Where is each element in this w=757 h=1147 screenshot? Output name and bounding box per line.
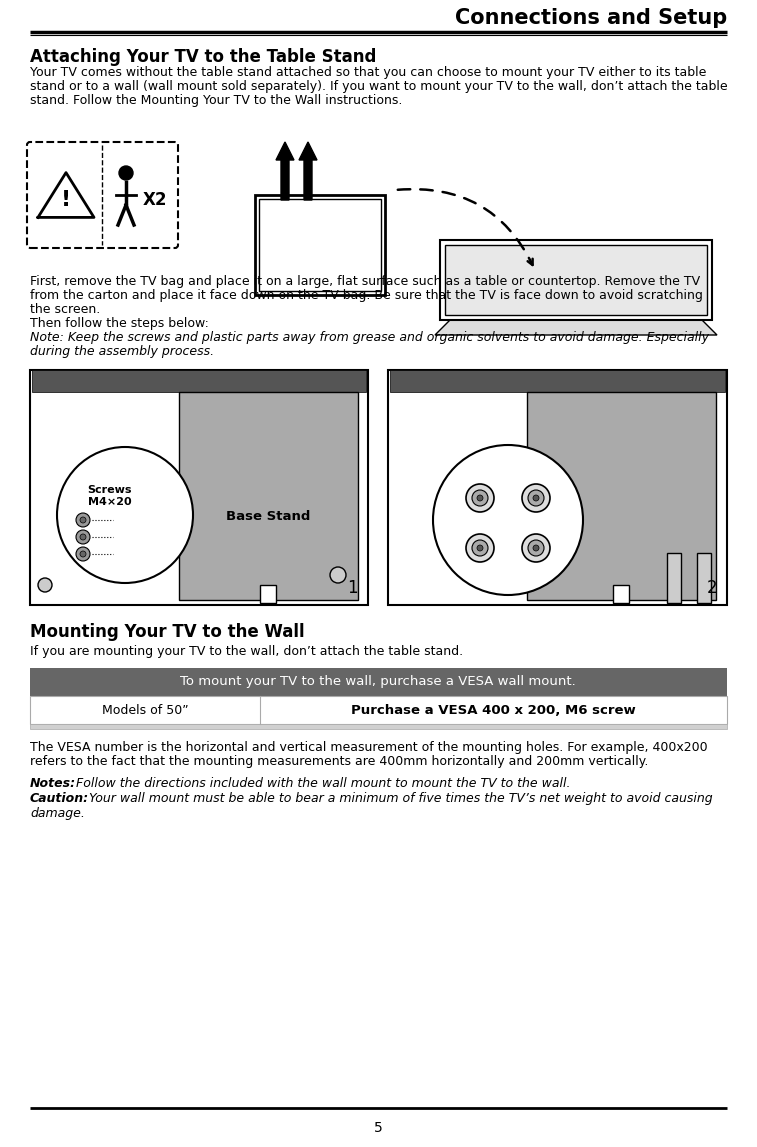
Bar (388, 370, 727, 604)
Text: Follow the directions included with the wall mount to mount the TV to the wall.: Follow the directions included with the … (72, 777, 571, 790)
Circle shape (76, 547, 90, 561)
Text: If you are mounting your TV to the wall, don’t attach the table stand.: If you are mounting your TV to the wall,… (30, 645, 463, 658)
Text: 2: 2 (706, 579, 717, 596)
Bar (30, 668, 727, 696)
Text: during the assembly process.: during the assembly process. (30, 345, 214, 358)
Bar (30, 370, 368, 604)
Text: Caution:: Caution: (30, 791, 89, 805)
Bar (259, 198, 381, 291)
Text: Your TV comes without the table stand attached so that you can choose to mount y: Your TV comes without the table stand at… (30, 67, 706, 79)
Text: !: ! (61, 190, 71, 210)
Circle shape (80, 551, 86, 557)
Text: Notes:: Notes: (30, 777, 76, 790)
Circle shape (119, 166, 133, 180)
Circle shape (528, 490, 544, 506)
Circle shape (57, 447, 193, 583)
Text: First, remove the TV bag and place it on a large, flat surface such as a table o: First, remove the TV bag and place it on… (30, 275, 700, 288)
Circle shape (477, 496, 483, 501)
Circle shape (466, 484, 494, 512)
Circle shape (76, 513, 90, 526)
Text: M4×20: M4×20 (88, 497, 132, 507)
Text: Note: Keep the screws and plastic parts away from grease and organic solvents to: Note: Keep the screws and plastic parts … (30, 331, 709, 344)
Circle shape (76, 530, 90, 544)
Circle shape (533, 545, 539, 551)
Circle shape (472, 490, 488, 506)
Text: Connections and Setup: Connections and Setup (455, 8, 727, 28)
Circle shape (522, 484, 550, 512)
Text: stand. Follow the Mounting Your TV to the Wall instructions.: stand. Follow the Mounting Your TV to th… (30, 94, 403, 107)
Circle shape (80, 535, 86, 540)
Circle shape (330, 567, 346, 583)
Circle shape (38, 578, 52, 592)
Text: stand or to a wall (wall mount sold separately). If you want to mount your TV to: stand or to a wall (wall mount sold sepa… (30, 80, 727, 93)
Text: the screen.: the screen. (30, 303, 100, 317)
Bar (667, 553, 681, 603)
Text: Models of 50”: Models of 50” (101, 703, 188, 717)
Text: Screws: Screws (88, 485, 132, 496)
Text: damage.: damage. (30, 807, 85, 820)
Bar (32, 370, 366, 392)
Text: Your wall mount must be able to bear a minimum of five times the TV’s net weight: Your wall mount must be able to bear a m… (85, 791, 712, 805)
Bar (390, 370, 725, 392)
Circle shape (80, 517, 86, 523)
Circle shape (472, 540, 488, 556)
Circle shape (466, 535, 494, 562)
Bar (255, 195, 385, 295)
Bar (445, 245, 707, 315)
Bar (30, 724, 727, 729)
Bar (440, 240, 712, 320)
Circle shape (433, 445, 583, 595)
Text: To mount your TV to the wall, purchase a VESA wall mount.: To mount your TV to the wall, purchase a… (180, 676, 576, 688)
Circle shape (477, 545, 483, 551)
Text: 5: 5 (374, 1121, 383, 1136)
Circle shape (522, 535, 550, 562)
Text: The VESA number is the horizontal and vertical measurement of the mounting holes: The VESA number is the horizontal and ve… (30, 741, 708, 754)
Circle shape (533, 496, 539, 501)
Bar (179, 392, 358, 600)
Text: Then follow the steps below:: Then follow the steps below: (30, 317, 209, 330)
Text: X2: X2 (143, 192, 167, 209)
Text: Base Stand: Base Stand (226, 509, 310, 523)
Text: Mounting Your TV to the Wall: Mounting Your TV to the Wall (30, 623, 304, 641)
FancyBboxPatch shape (27, 142, 178, 248)
Text: 1: 1 (347, 579, 358, 596)
Bar (30, 696, 727, 724)
Polygon shape (435, 315, 717, 335)
Bar (260, 585, 276, 603)
Bar (527, 392, 716, 600)
FancyArrow shape (299, 142, 317, 200)
Circle shape (528, 540, 544, 556)
Text: Attaching Your TV to the Table Stand: Attaching Your TV to the Table Stand (30, 48, 376, 67)
Bar (697, 553, 711, 603)
Text: Purchase a VESA 400 x 200, M6 screw: Purchase a VESA 400 x 200, M6 screw (351, 703, 636, 717)
Text: refers to the fact that the mounting measurements are 400mm horizontally and 200: refers to the fact that the mounting mea… (30, 755, 649, 768)
FancyArrow shape (276, 142, 294, 200)
Bar (613, 585, 629, 603)
Text: from the carton and place it face down on the TV bag. Be sure that the TV is fac: from the carton and place it face down o… (30, 289, 703, 302)
